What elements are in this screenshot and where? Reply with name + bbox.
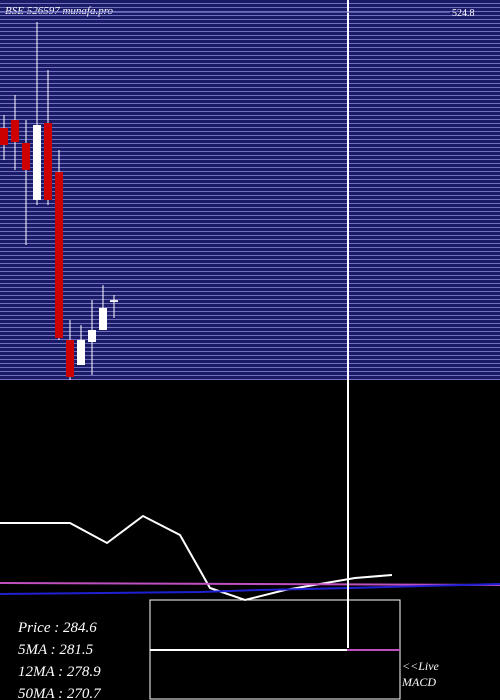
candle-body (11, 119, 19, 143)
info-line: Price : 284.6 (17, 620, 97, 636)
macd-link[interactable]: <<Live (402, 659, 440, 673)
chart-title: BSE 526597 munafa.pro (5, 5, 114, 17)
candle-body (44, 122, 52, 200)
info-line: 5MA : 281.5 (18, 642, 94, 658)
candle-body (110, 300, 118, 302)
price-panel-background (0, 0, 500, 380)
macd-link[interactable]: MACD (401, 675, 436, 689)
candle-body (77, 339, 85, 366)
info-line: 12MA : 278.9 (18, 664, 101, 680)
candle-body (99, 307, 107, 331)
candle-body (66, 339, 74, 378)
candle-body (33, 125, 41, 200)
candle-body (0, 128, 8, 146)
candle-body (22, 143, 30, 170)
candle-body (88, 330, 96, 342)
info-line: 50MA : 270.7 (18, 686, 102, 700)
signal-line (0, 582, 500, 586)
y-tick-label: 524.8 (452, 8, 475, 19)
candle-body (55, 172, 63, 339)
histogram-line (0, 583, 500, 595)
